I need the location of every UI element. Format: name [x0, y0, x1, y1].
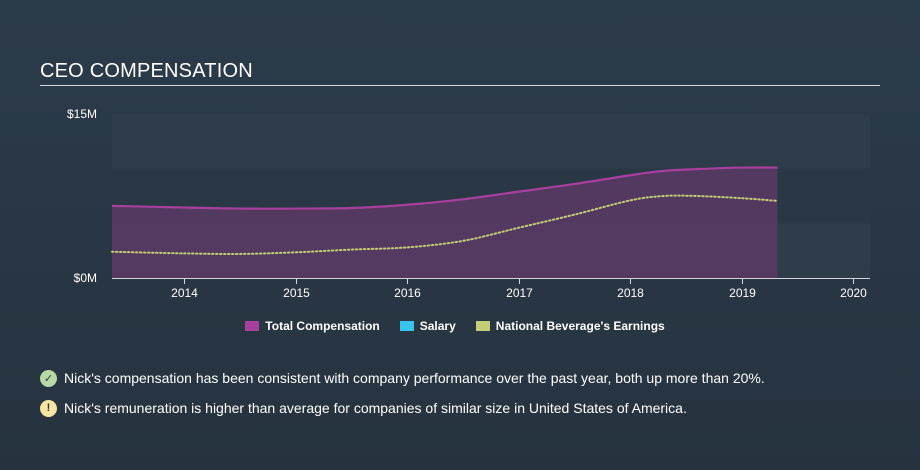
grid-band — [112, 114, 870, 169]
legend-item-salary[interactable]: Salary — [399, 319, 456, 333]
compensation-chart: 2014 2015 2016 2017 2018 2019 2020 $15M $0M — [67, 107, 870, 300]
x-tick-label-2015: 2015 — [283, 286, 310, 300]
line-total-compensation — [111, 166, 778, 210]
note-text: Nick's compensation has been consistent … — [64, 370, 765, 386]
x-tick-label-2019: 2019 — [729, 286, 756, 300]
legend-swatch-total-compensation — [245, 321, 260, 331]
legend-swatch-earnings — [475, 321, 490, 331]
chart-title: CEO COMPENSATION — [40, 60, 253, 82]
area-total-compensation — [112, 167, 778, 278]
chart-legend: Total Compensation Salary National Bever… — [0, 319, 910, 333]
check-icon: ✓ — [40, 369, 57, 387]
legend-label: Total Compensation — [265, 319, 380, 333]
legend-label: National Beverage's Earnings — [495, 319, 665, 333]
line-national-beverage-s-earnings — [111, 194, 779, 255]
legend-swatch-salary — [399, 321, 414, 331]
insight-notes: ✓ Nick's compensation has been consisten… — [40, 368, 765, 428]
note-performance: ✓ Nick's compensation has been consisten… — [40, 368, 765, 388]
x-tick-label-2017: 2017 — [506, 286, 533, 300]
warning-icon: ! — [40, 399, 57, 417]
legend-label: Salary — [419, 319, 456, 333]
x-tick-label-2014: 2014 — [171, 286, 198, 300]
x-tick-label-2016: 2016 — [394, 286, 421, 300]
x-tick-label-2018: 2018 — [617, 286, 644, 300]
note-remuneration: ! Nick's remuneration is higher than ave… — [40, 398, 765, 418]
y-tick-label: $15M — [67, 107, 97, 121]
y-tick-label: $0M — [74, 271, 97, 285]
note-text: Nick's remuneration is higher than avera… — [64, 400, 687, 416]
legend-item-earnings[interactable]: National Beverage's Earnings — [475, 319, 665, 333]
title-divider — [40, 85, 880, 86]
legend-item-total-compensation[interactable]: Total Compensation — [245, 319, 380, 333]
x-tick-label-2020: 2020 — [840, 286, 867, 300]
